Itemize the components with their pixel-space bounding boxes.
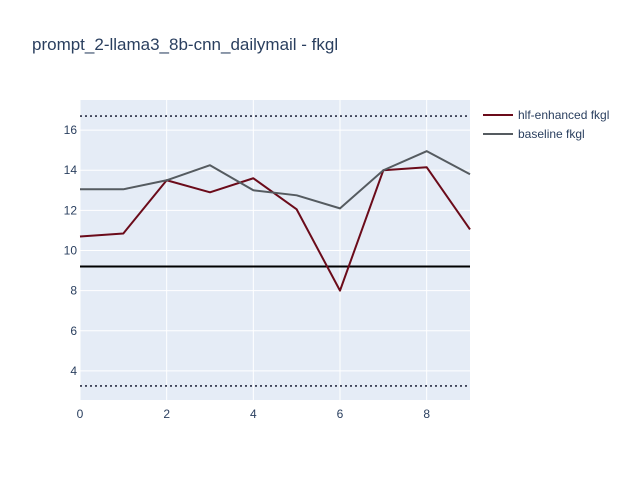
y-tick-label: 8	[70, 284, 77, 298]
legend[interactable]: hlf-enhanced fkgl baseline fkgl	[483, 108, 609, 141]
x-tick-label: 4	[250, 407, 257, 421]
chart-title: prompt_2-llama3_8b-cnn_dailymail - fkgl	[32, 35, 338, 54]
legend-label: hlf-enhanced fkgl	[518, 108, 609, 122]
y-tick-label: 6	[70, 324, 77, 338]
y-tick-label: 14	[64, 163, 78, 177]
plot-area	[80, 100, 470, 400]
legend-item[interactable]: hlf-enhanced fkgl	[483, 108, 609, 122]
y-tick-label: 4	[70, 364, 77, 378]
x-tick-label: 6	[337, 407, 344, 421]
gridlines	[79, 100, 470, 400]
y-axis-ticks: 4 6 8 10 12 14 16	[64, 123, 78, 378]
series-line	[80, 150, 471, 210]
legend-item[interactable]: baseline fkgl	[483, 127, 585, 141]
legend-label: baseline fkgl	[518, 127, 585, 141]
reference-lines	[80, 115, 470, 387]
y-tick-label: 16	[64, 123, 78, 137]
series-lines	[79, 150, 471, 292]
x-tick-label: 2	[163, 407, 170, 421]
x-axis-ticks: 0 2 4 6 8	[77, 407, 431, 421]
x-tick-label: 8	[423, 407, 430, 421]
y-tick-label: 12	[64, 203, 78, 217]
x-tick-label: 0	[77, 407, 84, 421]
y-tick-label: 10	[64, 244, 78, 258]
